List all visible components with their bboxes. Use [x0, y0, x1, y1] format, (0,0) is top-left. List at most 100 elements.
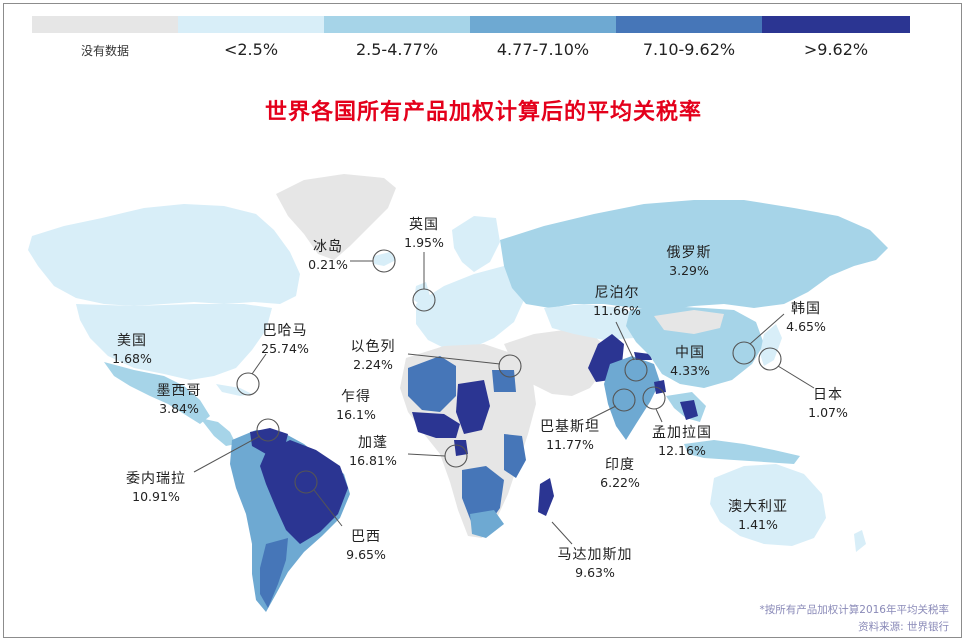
legend-label-no-data: 没有数据 — [80, 44, 129, 58]
legend-label-2: 2.5-4.77% — [355, 40, 439, 59]
usa-name: 美国 — [117, 333, 147, 349]
pakistan-value: 11.77% — [546, 437, 594, 452]
label-brazil: 巴西 9.65% — [336, 528, 396, 564]
india-name: 印度 — [605, 457, 635, 473]
chad-shape — [456, 380, 490, 434]
korea-name: 韩国 — [791, 301, 821, 317]
japan-callout-circle — [758, 347, 782, 371]
iceland-value: 0.21% — [308, 257, 348, 272]
label-iceland: 冰岛 0.21% — [298, 238, 358, 274]
venezuela-name: 委内瑞拉 — [126, 471, 186, 487]
bangladesh-callout-circle — [642, 386, 666, 410]
new-zealand-shape — [854, 530, 866, 552]
label-bahamas: 巴哈马 25.74% — [250, 322, 320, 358]
world-map — [28, 174, 888, 612]
bangladesh-shape — [654, 380, 666, 394]
west-africa-coast-shape — [412, 412, 460, 438]
mexico-name: 墨西哥 — [156, 383, 202, 399]
argentina-shape — [260, 538, 288, 608]
venezuela-value: 10.91% — [132, 489, 180, 504]
brazil-callout-circle — [294, 470, 318, 494]
canada-shape — [28, 204, 300, 306]
label-venezuela: 委内瑞拉 10.91% — [116, 470, 196, 506]
label-bangladesh: 孟加拉国 12.16% — [642, 424, 722, 460]
legend-label-3: 4.77-7.10% — [496, 40, 590, 59]
uk-shape — [414, 282, 430, 306]
indonesia-shape — [684, 440, 800, 464]
south-africa-shape — [470, 510, 504, 538]
label-india: 印度 6.22% — [590, 456, 650, 492]
mexico-value: 3.84% — [159, 401, 199, 416]
australia-name: 澳大利亚 — [728, 499, 788, 515]
korea-callout-circle — [732, 341, 756, 365]
japan-shape — [760, 324, 782, 366]
legend-swatch-4 — [616, 16, 762, 33]
uk-name: 英国 — [409, 217, 439, 233]
legend-label-4: 7.10-9.62% — [642, 40, 736, 59]
madagascar-shape — [538, 478, 554, 516]
nepal-shape — [634, 352, 652, 360]
label-nepal: 尼泊尔 11.66% — [582, 284, 652, 320]
thailand-shape — [680, 400, 698, 420]
pakistan-callout-circle — [612, 388, 636, 412]
mexico-shape — [104, 362, 210, 424]
cuba-shape — [216, 384, 252, 396]
mongolia-shape — [654, 310, 724, 334]
label-pakistan: 巴基斯坦 11.77% — [530, 418, 610, 454]
label-russia: 俄罗斯 3.29% — [654, 244, 724, 280]
nepal-name: 尼泊尔 — [594, 285, 640, 301]
gabon-value: 16.81% — [349, 453, 397, 468]
map-title: 世界各国所有产品加权计算后的平均关税率 — [264, 100, 702, 125]
legend-label-5: >9.62% — [803, 40, 869, 59]
israel-callout-circle — [498, 354, 522, 378]
label-uk: 英国 1.95% — [394, 216, 454, 252]
usa-value: 1.68% — [112, 351, 152, 366]
chad-value: 16.1% — [336, 407, 376, 422]
gabon-shape — [454, 440, 468, 456]
russia-shape — [500, 200, 888, 310]
russia-name: 俄罗斯 — [666, 245, 712, 261]
usa-shape — [76, 304, 272, 380]
greenland-shape — [276, 174, 396, 260]
label-china: 中国 4.33% — [660, 344, 720, 380]
bangladesh-name: 孟加拉国 — [652, 425, 712, 441]
label-chad: 乍得 16.1% — [326, 388, 386, 424]
nepal-callout-circle — [624, 358, 648, 382]
gabon-name: 加蓬 — [358, 435, 388, 451]
legend: 没有数据 <2.5% 2.5-4.77% 4.77-7.10% 7.10-9.6… — [32, 16, 912, 64]
legend-swatch-5 — [762, 16, 910, 33]
legend-swatch-3 — [470, 16, 616, 33]
bahamas-name: 巴哈马 — [262, 323, 308, 339]
west-africa-shape — [408, 356, 456, 412]
bahamas-value: 25.74% — [261, 341, 309, 356]
europe-shape — [416, 266, 524, 350]
india-value: 6.22% — [600, 475, 640, 490]
uk-value: 1.95% — [404, 235, 444, 250]
japan-value: 1.07% — [808, 405, 848, 420]
india-shape — [604, 356, 660, 440]
israel-value: 2.24% — [353, 357, 393, 372]
pakistan-name: 巴基斯坦 — [540, 419, 600, 435]
label-australia: 澳大利亚 1.41% — [718, 498, 798, 534]
australia-value: 1.41% — [738, 517, 778, 532]
brazil-name: 巴西 — [351, 529, 381, 545]
japan-name: 日本 — [813, 387, 843, 403]
iceland-name: 冰岛 — [313, 239, 343, 255]
label-israel: 以色列 2.24% — [338, 338, 408, 374]
central-asia-shape — [544, 304, 644, 340]
australia-shape — [710, 464, 826, 546]
chad-name: 乍得 — [341, 389, 371, 405]
nepal-value: 11.66% — [593, 303, 641, 318]
scandinavia-shape — [452, 216, 500, 272]
footnote-method: *按所有产品加权计算2016年平均关税率 — [759, 604, 949, 616]
label-madagascar: 马达加斯加 9.63% — [550, 546, 640, 582]
korea-value: 4.65% — [786, 319, 826, 334]
venezuela-callout-circle — [256, 418, 280, 442]
legend-label-1: <2.5% — [223, 40, 279, 59]
china-name: 中国 — [675, 345, 705, 361]
china-shape — [626, 306, 764, 388]
russia-value: 3.29% — [669, 263, 709, 278]
legend-swatch-2 — [324, 16, 470, 33]
central-america-shape — [200, 418, 236, 446]
map-frame: 没有数据 <2.5% 2.5-4.77% 4.77-7.10% 7.10-9.6… — [3, 3, 962, 638]
